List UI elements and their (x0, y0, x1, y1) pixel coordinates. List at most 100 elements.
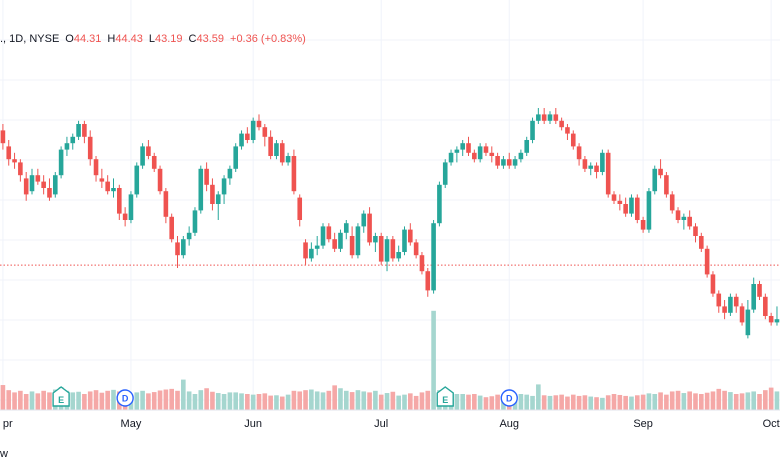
candle (658, 159, 663, 179)
candle-body (419, 255, 425, 272)
candle-body (466, 143, 471, 153)
volume-bar (477, 395, 483, 410)
candle (687, 210, 692, 230)
candle (82, 120, 87, 144)
candle-body (728, 296, 733, 313)
candle (605, 149, 611, 198)
volume-bar (233, 392, 239, 410)
candle (472, 149, 477, 163)
candle-body (530, 120, 535, 140)
candle-body (408, 229, 413, 243)
candle-body (570, 133, 576, 147)
dividend-marker[interactable]: D (500, 389, 518, 407)
volume-bar (623, 395, 628, 410)
candle (303, 239, 308, 265)
candle (274, 140, 279, 160)
candle-body (565, 127, 570, 134)
candle (256, 114, 262, 131)
candle (262, 124, 268, 147)
candle (454, 146, 460, 163)
candle-body (437, 184, 442, 224)
candle (320, 223, 326, 249)
candle-body (367, 213, 372, 243)
candle (699, 232, 704, 252)
earnings-marker[interactable]: E (436, 386, 454, 407)
candle (58, 146, 64, 179)
ohlc-legend: ., 1D, NYSE O44.31 H44.43 L43.19 C43.59 +0.36… (0, 33, 306, 45)
candle (757, 280, 762, 300)
candle (536, 108, 541, 124)
candle-body (378, 236, 384, 262)
x-tick-label: Jul (374, 418, 388, 430)
candle (512, 156, 518, 169)
candle-body (425, 271, 431, 291)
candle-body (658, 168, 663, 176)
volume-bar (658, 392, 663, 410)
volume-bar (402, 394, 407, 410)
candle (669, 191, 675, 214)
volume-bar (146, 393, 151, 410)
candle-body (413, 242, 419, 256)
candle-body (477, 146, 483, 160)
candle-body (629, 197, 634, 214)
volume-bar (41, 390, 46, 410)
candle-body (245, 133, 250, 140)
dividend-marker[interactable]: D (116, 389, 134, 407)
x-tick-label: Aug (499, 418, 519, 430)
volume-bar (640, 394, 646, 410)
candle-body (18, 162, 23, 176)
x-tick-label: May (121, 418, 142, 430)
candle-body (309, 248, 314, 259)
candle (12, 152, 17, 169)
candle-body (763, 296, 768, 316)
candle (774, 306, 780, 326)
volume-bar (6, 390, 12, 410)
low-value: 43.19 (155, 33, 183, 45)
candle-body (338, 232, 343, 249)
candle (279, 140, 285, 166)
candle-body (483, 146, 489, 153)
volume-bar (588, 396, 594, 410)
candle-body (285, 156, 291, 163)
candle-body (716, 293, 722, 307)
volume-bar (768, 387, 774, 410)
volume-bar (198, 390, 204, 410)
candle (18, 159, 23, 182)
volume-bar (739, 393, 745, 410)
candle (134, 162, 140, 198)
volume-bar (29, 391, 35, 410)
volume-bar (605, 395, 611, 410)
candle (541, 108, 547, 124)
candle-body (675, 210, 681, 220)
candle (408, 223, 413, 246)
candle (122, 207, 128, 227)
close-label: C (188, 33, 197, 45)
volume-bar (373, 390, 378, 410)
marker-label: D (122, 394, 129, 404)
volume-bar (530, 395, 535, 410)
volume-bar (93, 390, 99, 410)
candle-body (361, 213, 367, 227)
candle (506, 152, 512, 169)
candle (576, 143, 582, 166)
candle (47, 178, 52, 201)
candle (559, 117, 564, 131)
candle-body (448, 152, 454, 163)
candle (227, 165, 233, 185)
grid (0, 0, 780, 408)
candle (745, 300, 751, 339)
candle-body (669, 194, 675, 211)
candle-body (12, 159, 17, 163)
candle-body (553, 114, 559, 121)
volume-bar (745, 392, 751, 410)
candle-body (349, 236, 355, 256)
candle (710, 271, 716, 297)
earnings-shape (52, 386, 70, 407)
volume-bar (355, 390, 361, 410)
candle-body (396, 252, 401, 259)
candle (76, 120, 81, 140)
earnings-marker[interactable]: E (52, 386, 70, 407)
candle-body (227, 168, 233, 179)
volume-bar (268, 395, 273, 410)
